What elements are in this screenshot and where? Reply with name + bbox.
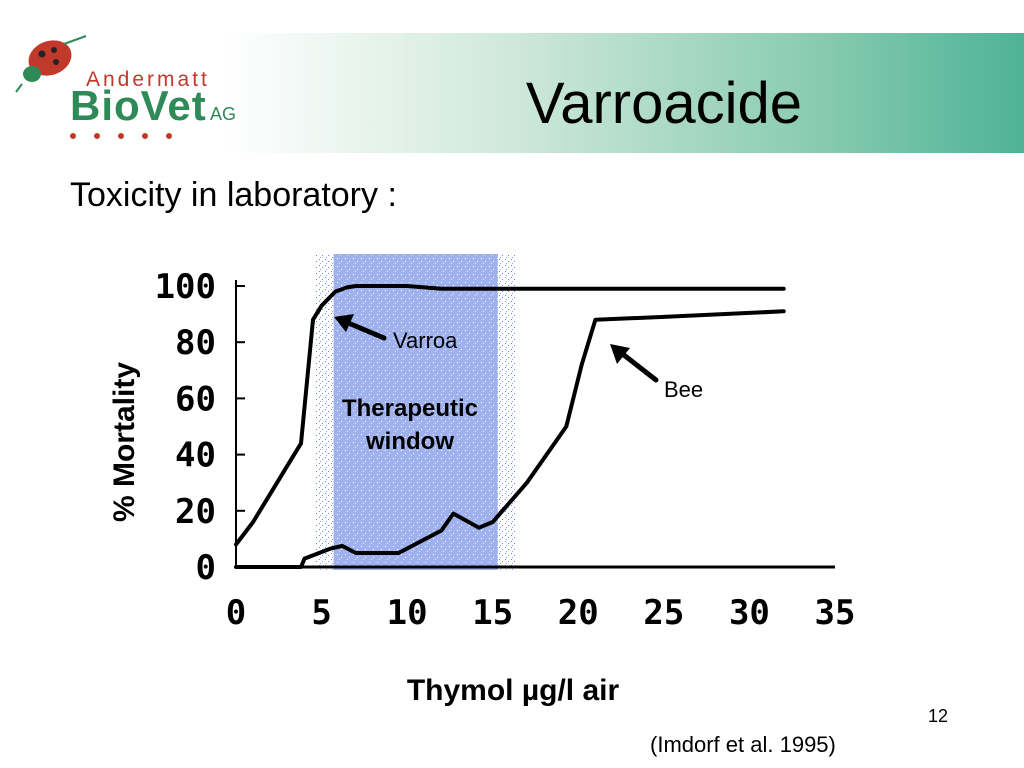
arrow-bee-shaft <box>617 349 659 383</box>
x-tick-label-15: 15 <box>472 593 513 633</box>
y-tick-label-0: 0 <box>196 548 216 588</box>
y-tick-label-40: 40 <box>175 436 216 476</box>
y-tick-label-80: 80 <box>175 323 216 363</box>
therapeutic-window-label-line1: Therapeutic <box>342 395 478 422</box>
x-tick-label-30: 30 <box>729 593 770 633</box>
y-tick-label-100: 100 <box>155 267 216 307</box>
page-number: 12 <box>928 706 949 726</box>
series-label-bee: Bee <box>664 377 703 402</box>
y-axis-label: % Mortality <box>108 362 141 522</box>
series-line-varroa <box>234 284 786 547</box>
slide-subtitle: Toxicity in laboratory : <box>70 176 397 214</box>
logo-dots <box>70 126 190 144</box>
y-tick-label-20: 20 <box>175 492 216 532</box>
logo-main-text: BioVet <box>70 82 207 129</box>
logo-suffix-text: AG <box>210 104 237 124</box>
x-tick-label-10: 10 <box>387 593 428 633</box>
arrow-varroa-shaft <box>343 319 387 341</box>
x-tick-label-20: 20 <box>558 593 599 633</box>
citation: (Imdorf et al. 1995) <box>650 732 836 757</box>
company-logo: Andermatt BioVet AG <box>14 30 254 150</box>
x-tick-label-25: 25 <box>643 593 684 633</box>
y-tick-label-60: 60 <box>175 379 216 419</box>
therapeutic-window-band <box>333 254 498 570</box>
x-tick-label-35: 35 <box>815 593 856 633</box>
arrow-varroa-head <box>334 314 354 332</box>
arrow-bee-head <box>610 344 630 364</box>
therapeutic-window <box>315 254 516 570</box>
series-label-varroa: Varroa <box>393 328 458 353</box>
x-axis-label: Thymol µg/l air <box>407 674 620 707</box>
series-line-bee <box>234 309 786 569</box>
logo-top-text: Andermatt <box>86 68 210 91</box>
x-tick-label-0: 0 <box>226 593 246 633</box>
ladybug-icon <box>15 35 87 93</box>
x-tick-label-5: 5 <box>311 593 331 633</box>
slide-title: Varroacide <box>525 71 802 136</box>
therapeutic-window-label-line2: window <box>365 428 454 455</box>
